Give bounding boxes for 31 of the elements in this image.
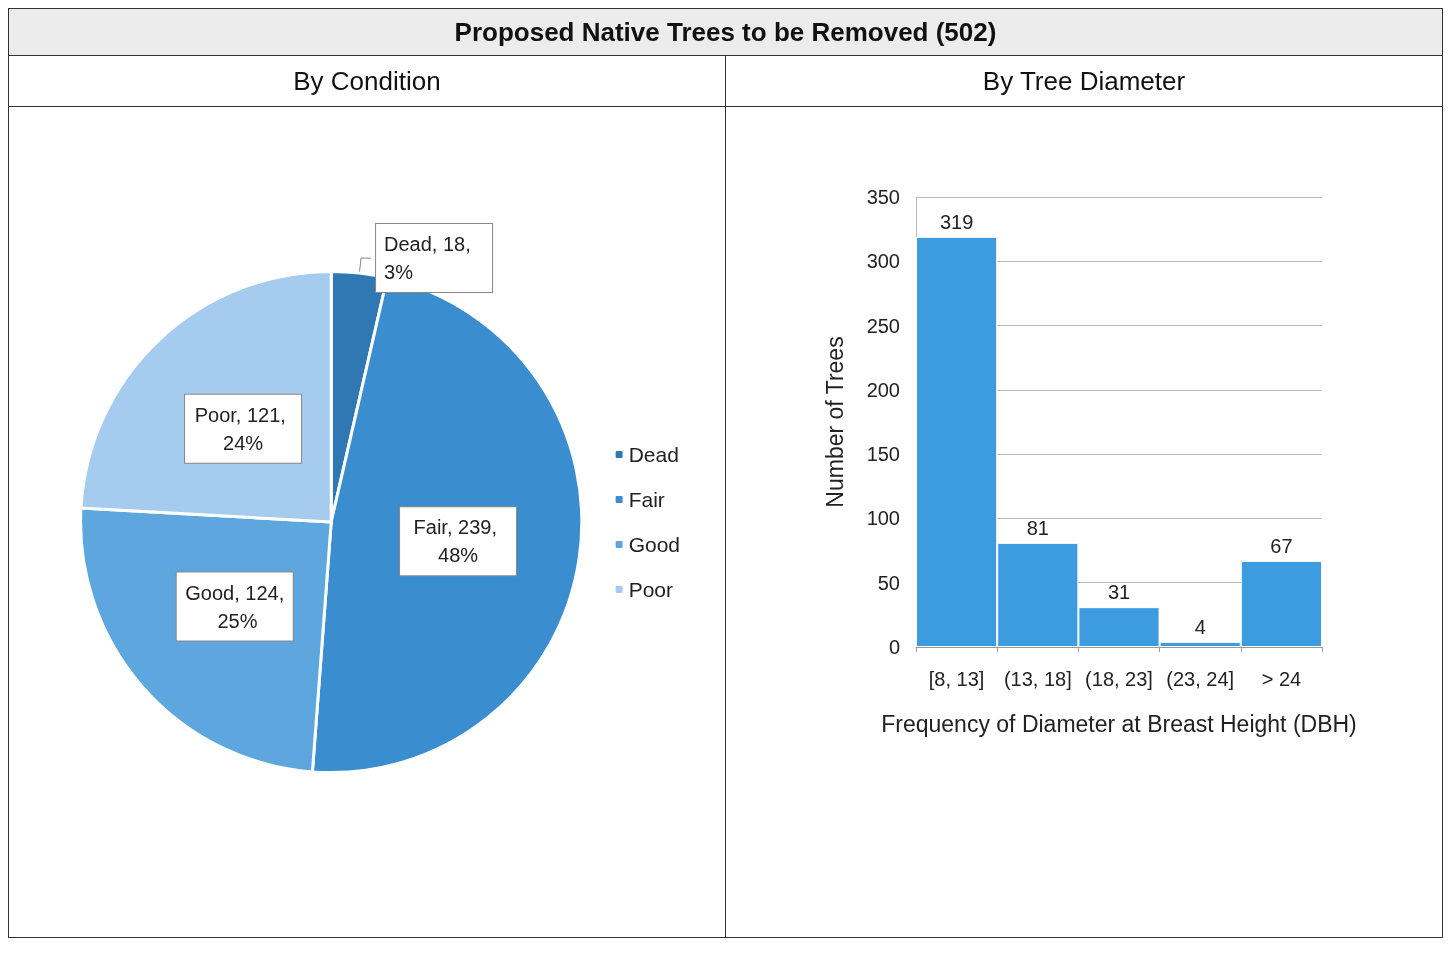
y-tick-label: 250 <box>866 314 900 337</box>
legend-label: Good <box>628 533 680 556</box>
x-tick-label: (23, 24] <box>1166 668 1235 690</box>
x-tick-label: (18, 23] <box>1085 668 1153 690</box>
legend-label: Dead <box>628 443 679 466</box>
y-tick-label: 50 <box>877 571 900 594</box>
x-axis-title: Frequency of Diameter at Breast Height (DBH) <box>881 711 1357 737</box>
data-label: Good, 124, 25% <box>185 581 285 632</box>
data-label: 31 <box>1107 581 1131 604</box>
x-tick-label: > 24 <box>1261 668 1302 690</box>
legend-label: Poor <box>628 578 673 601</box>
data-label: 81 <box>1026 516 1049 539</box>
y-axis-title: Number of Trees <box>821 336 848 508</box>
y-tick-label: 300 <box>866 250 900 273</box>
chart-title: By Tree Diameter <box>725 55 1443 107</box>
data-label: Poor, 121, 24% <box>194 403 292 454</box>
data-label: Dead, 18, 3% <box>384 233 477 284</box>
data-label: 4 <box>1194 615 1206 638</box>
y-tick-label: 200 <box>866 378 900 401</box>
x-tick-label: (13, 18] <box>1003 668 1072 690</box>
data-label: Fair, 239, 48% <box>413 516 503 567</box>
chart-subtitle: By Condition <box>8 55 726 107</box>
y-tick-label: 0 <box>888 636 900 658</box>
y-tick-label: 350 <box>866 186 900 208</box>
legend-label: Fair <box>628 488 665 511</box>
chart-title: Proposed Native Trees to be Removed (502) <box>8 8 1443 56</box>
data-label: 67 <box>1270 534 1293 557</box>
data-label: 319 <box>939 210 974 233</box>
y-tick-label: 150 <box>866 443 900 466</box>
y-tick-label: 100 <box>866 507 900 530</box>
x-tick-label: [8, 13] <box>928 668 985 690</box>
